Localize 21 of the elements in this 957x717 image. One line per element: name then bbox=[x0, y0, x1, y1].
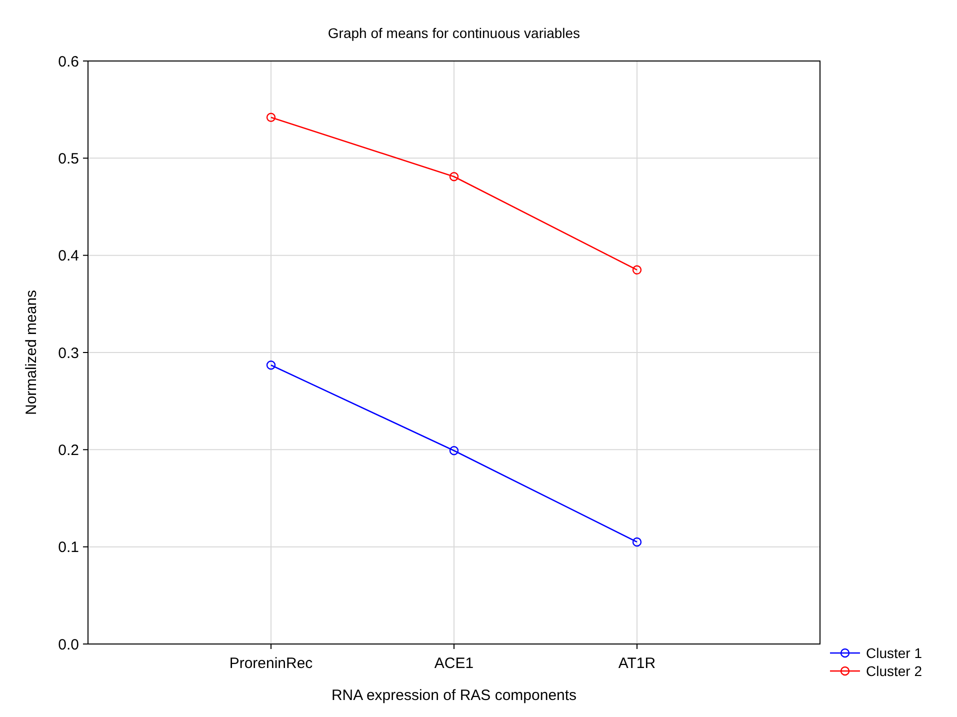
point bbox=[632, 265, 642, 275]
legend-label: Cluster 2 bbox=[866, 662, 922, 679]
y-tick-label: 0.5 bbox=[58, 150, 79, 168]
point bbox=[449, 172, 459, 182]
legend-label: Cluster 1 bbox=[866, 644, 922, 661]
y-tick-label: 0.0 bbox=[58, 636, 79, 654]
chart-title: Graph of means for continuous variables bbox=[328, 25, 580, 41]
y-tick-label: 0.1 bbox=[58, 539, 79, 556]
x-axis-title: RNA expression of RAS components bbox=[331, 687, 577, 704]
x-tick-label: AT1R bbox=[618, 655, 656, 672]
point bbox=[266, 360, 276, 370]
y-tick-label: 0.6 bbox=[58, 53, 79, 70]
point bbox=[266, 112, 276, 122]
x-tick-label: ACE1 bbox=[434, 655, 474, 672]
y-tick-label: 0.3 bbox=[58, 344, 79, 362]
y-tick-label: 0.4 bbox=[58, 248, 79, 265]
point bbox=[449, 446, 459, 456]
y-tick-label: 0.2 bbox=[58, 442, 79, 459]
y-axis-title: Normalized means bbox=[23, 290, 40, 416]
point bbox=[632, 537, 642, 547]
x-tick-label: ProreninRec bbox=[229, 655, 314, 672]
